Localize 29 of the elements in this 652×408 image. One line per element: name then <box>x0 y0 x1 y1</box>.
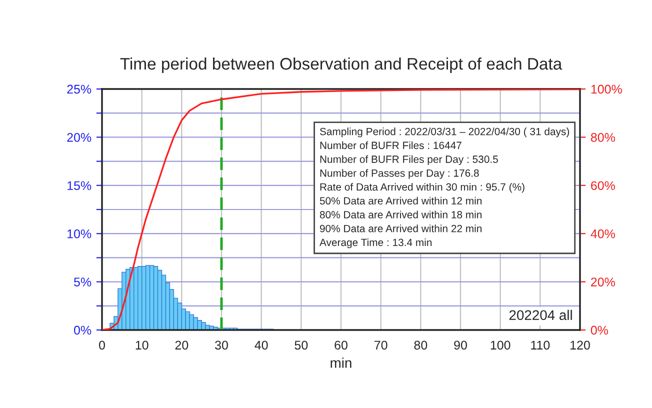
y2-tick-label: 0% <box>590 326 608 335</box>
y-tick-label: 0% <box>74 326 92 335</box>
x-tick-label: 50 <box>294 340 308 350</box>
x-tick-label: 10 <box>136 340 148 350</box>
chart-title: Time period between Observation and Receipt of each Data <box>120 57 562 74</box>
x-tick-label: 100 <box>490 340 510 350</box>
x-tick-label: 120 <box>570 340 590 350</box>
y2-tick-label: 60% <box>591 181 615 190</box>
y-tick-label: 25% <box>67 84 92 94</box>
y-tick-label: 20% <box>67 133 92 142</box>
x-tick-label: 90 <box>454 340 467 350</box>
x-tick-label: 110 <box>531 340 550 350</box>
annotation: 202204 all <box>509 310 572 320</box>
x-tick-label: 80 <box>414 340 428 350</box>
x-tick-label: 70 <box>374 340 388 350</box>
y2-tick-label: 20% <box>591 278 615 286</box>
x-tick-label: 60 <box>334 340 348 350</box>
x-tick-label: 20 <box>175 340 188 350</box>
y2-tick-label: 40% <box>590 229 615 238</box>
x-axis-title: min <box>330 358 352 368</box>
y-tick-label: 5% <box>74 278 92 286</box>
x-tick-label: 40 <box>254 340 268 350</box>
y2-tick-label: 100% <box>591 84 622 94</box>
x-tick-label: 30 <box>215 340 228 350</box>
x-tick-label: 0 <box>99 340 105 350</box>
y-tick-label: 10% <box>68 229 92 238</box>
text: Sampling Period : 2022/03/31 – 2022/04/30 ( 31 days) Number of BUFR Files : 16447 Number of BUFR Files per Day : 530.5 Number of Passes per Day : 176.8 Rate of Data Arrived within 30 min : 95.7 (%) 50% Data are Arrived within 12 min 80% Data are Arrived within 18 min 90% Data are Arrived within 22 min Average Time : 13.4 min <box>320 128 570 248</box>
y-tick-label: 15% <box>68 181 92 190</box>
y2-tick-label: 80% <box>590 133 615 142</box>
